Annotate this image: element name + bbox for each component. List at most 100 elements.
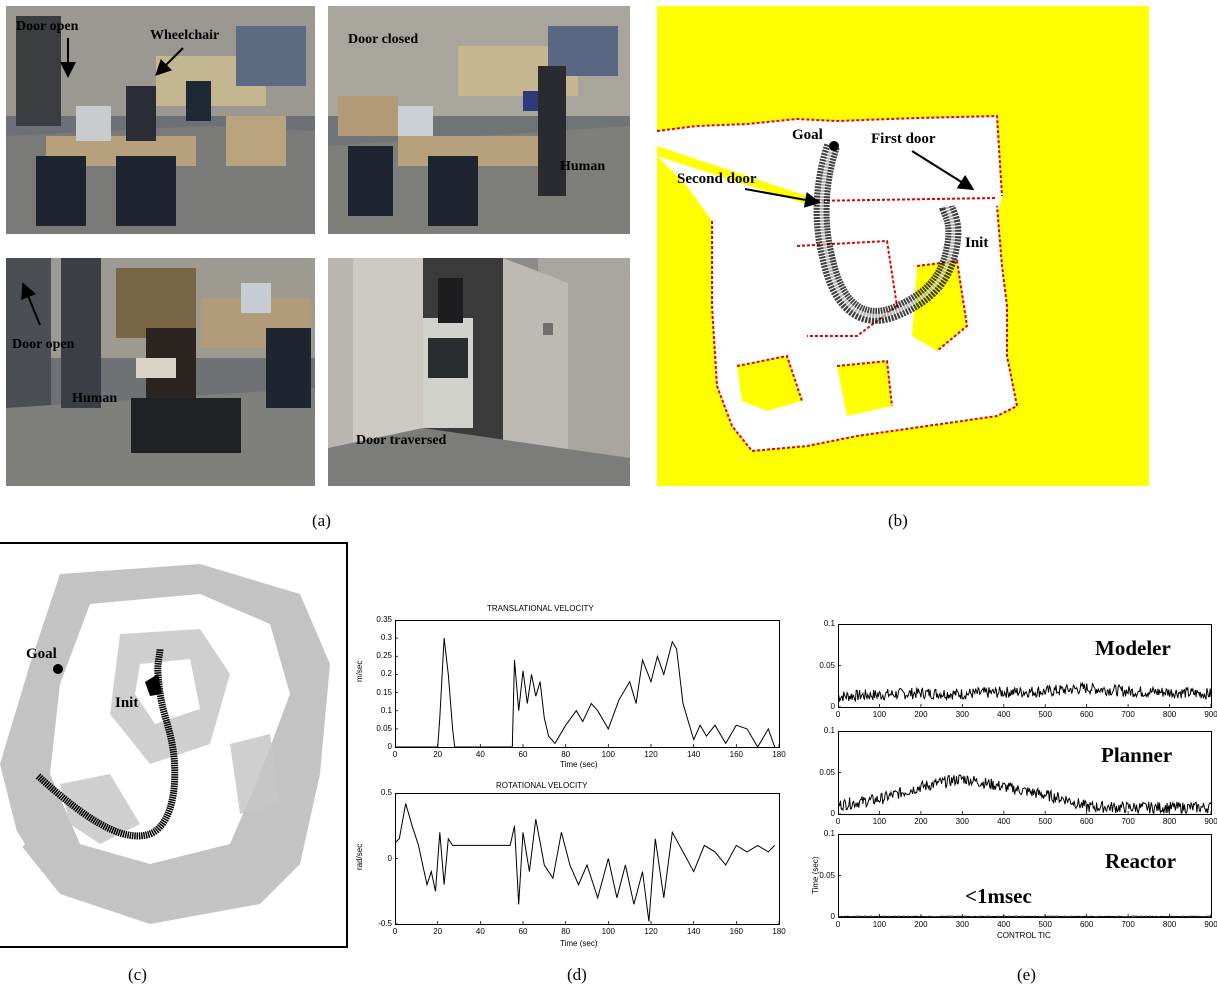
x-tick-label: 20 xyxy=(433,927,443,936)
y-tick-label: 0.1 xyxy=(823,726,835,735)
x-tick-label: 100 xyxy=(872,817,887,826)
x-tick-label: 600 xyxy=(1079,920,1094,929)
x-tick-label: 700 xyxy=(1121,710,1135,719)
x-tick-label: 160 xyxy=(729,927,744,936)
caption-b: (b) xyxy=(888,511,908,530)
photo-frame-3 xyxy=(6,258,315,486)
y-tick-label: 0.05 xyxy=(376,723,392,733)
x-tick-label: 900 xyxy=(1204,710,1217,719)
x-tick-label: 700 xyxy=(1121,817,1135,826)
y-tick-label: 0.05 xyxy=(819,660,835,670)
x-tick-label: 200 xyxy=(914,817,928,826)
y-tick-label: 0.05 xyxy=(819,870,835,880)
x-tick-label: 0 xyxy=(835,817,841,826)
x-tick-label: 400 xyxy=(997,817,1011,826)
series-line xyxy=(838,681,1212,703)
x-tick-label: 0 xyxy=(835,920,841,929)
x-tick-label: 60 xyxy=(518,750,528,759)
series-line xyxy=(395,638,776,748)
series-line xyxy=(838,915,1212,918)
x-tick-label: 160 xyxy=(729,750,744,759)
plot-frame xyxy=(395,793,780,925)
photo-frame-4 xyxy=(328,258,630,486)
plot-rotational-velocity xyxy=(395,793,780,925)
y-tick-label: 0.1 xyxy=(380,705,392,715)
grey-map xyxy=(0,542,348,948)
plot-frame xyxy=(838,731,1212,815)
title-translational: TRANSLATIONAL VELOCITY xyxy=(487,604,594,613)
label-door-traversed: Door traversed xyxy=(356,433,447,448)
x-tick-label: 400 xyxy=(997,920,1011,929)
x-tick-label: 500 xyxy=(1038,710,1052,719)
caption-d: (d) xyxy=(567,965,587,984)
label-door-open-1: Door open xyxy=(16,19,79,34)
x-tick-label: 80 xyxy=(561,750,571,759)
label-first-door: First door xyxy=(871,131,936,147)
plot-translational-velocity xyxy=(395,620,780,748)
label-init-c: Init xyxy=(115,695,139,711)
x-tick-label: 0 xyxy=(392,750,398,759)
plot-frame xyxy=(838,624,1212,708)
series-line xyxy=(838,774,1212,815)
x-tick-label: 180 xyxy=(772,750,786,759)
x-tick-label: 500 xyxy=(1038,920,1052,929)
plot-modeler xyxy=(838,624,1212,708)
x-tick-label: 700 xyxy=(1121,920,1135,929)
y-tick-label: 0 xyxy=(387,742,392,751)
xlabel-rotational: Time (sec) xyxy=(560,939,598,948)
x-tick-label: 40 xyxy=(475,927,485,936)
x-tick-label: 100 xyxy=(872,920,887,929)
x-tick-label: 600 xyxy=(1079,710,1094,719)
label-init-b: Init xyxy=(965,235,989,251)
x-tick-label: 60 xyxy=(518,927,528,936)
x-tick-label: 0 xyxy=(392,927,398,936)
label-human-2: Human xyxy=(72,391,118,406)
x-tick-label: 800 xyxy=(1162,817,1177,826)
x-tick-label: 400 xyxy=(997,710,1011,719)
label-second-door: Second door xyxy=(677,171,757,187)
y-tick-label: 0 xyxy=(830,912,835,921)
y-tick-label: 0.15 xyxy=(376,687,392,697)
plot-planner xyxy=(838,731,1212,815)
x-tick-label: 80 xyxy=(561,927,571,936)
x-tick-label: 0 xyxy=(835,710,841,719)
caption-e: (e) xyxy=(1017,965,1036,984)
y-tick-label: 0.05 xyxy=(819,767,835,777)
x-tick-label: 40 xyxy=(475,750,485,759)
label-human-1: Human xyxy=(560,159,606,174)
label-door-closed: Door closed xyxy=(348,32,419,47)
label-goal-c: Goal xyxy=(26,646,57,662)
x-tick-label: 140 xyxy=(686,750,701,759)
x-tick-label: 300 xyxy=(955,817,970,826)
x-tick-label: 100 xyxy=(601,750,616,759)
occupancy-map xyxy=(657,6,1149,486)
x-tick-label: 800 xyxy=(1162,920,1177,929)
series-line xyxy=(395,803,776,922)
plot-frame xyxy=(395,620,780,748)
x-tick-label: 100 xyxy=(872,710,887,719)
label-door-open-2: Door open xyxy=(12,337,75,352)
x-tick-label: 20 xyxy=(433,750,443,759)
xlabel-control-tic: CONTROL TIC xyxy=(997,931,1051,940)
x-tick-label: 140 xyxy=(686,927,701,936)
y-tick-label: -0.5 xyxy=(378,919,392,928)
caption-a: (a) xyxy=(312,511,331,530)
x-tick-label: 200 xyxy=(914,920,928,929)
xlabel-translational: Time (sec) xyxy=(560,760,598,769)
ylabel-rotational: rad/sec xyxy=(355,843,364,870)
x-tick-label: 900 xyxy=(1204,817,1217,826)
x-tick-label: 300 xyxy=(955,710,970,719)
label-reactor-note: <1msec xyxy=(965,884,1032,908)
photo-frame-2 xyxy=(328,6,630,234)
y-tick-label: 0.1 xyxy=(823,619,835,628)
x-tick-label: 100 xyxy=(601,927,616,936)
y-tick-label: 0.25 xyxy=(376,651,392,661)
caption-c: (c) xyxy=(128,965,147,984)
plot-frame xyxy=(838,834,1212,918)
x-tick-label: 500 xyxy=(1038,817,1052,826)
y-tick-label: 0 xyxy=(830,702,835,711)
x-tick-label: 900 xyxy=(1204,920,1217,929)
y-tick-label: 0.35 xyxy=(376,615,392,624)
title-rotational: ROTATIONAL VELOCITY xyxy=(496,781,588,790)
x-tick-label: 600 xyxy=(1079,817,1094,826)
